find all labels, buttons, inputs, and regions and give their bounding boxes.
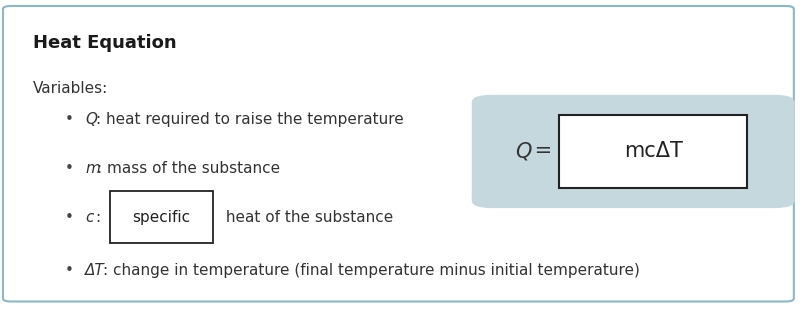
FancyBboxPatch shape	[110, 191, 214, 243]
Text: =: =	[527, 142, 552, 161]
Text: Heat Equation: Heat Equation	[34, 34, 177, 52]
Text: Variables:: Variables:	[34, 81, 109, 96]
Text: specific: specific	[133, 210, 190, 225]
Text: •: •	[65, 210, 74, 225]
FancyBboxPatch shape	[559, 115, 746, 188]
Text: : heat required to raise the temperature: : heat required to raise the temperature	[96, 112, 404, 127]
FancyBboxPatch shape	[3, 6, 794, 302]
Text: heat of the substance: heat of the substance	[222, 210, 394, 225]
Text: :: :	[95, 210, 101, 225]
Text: mcΔT: mcΔT	[624, 142, 682, 161]
Text: : change in temperature (final temperature minus initial temperature): : change in temperature (final temperatu…	[102, 263, 639, 278]
Text: •: •	[65, 161, 74, 176]
Text: Q: Q	[515, 142, 532, 161]
Text: •: •	[65, 112, 74, 127]
Text: c: c	[85, 210, 94, 225]
Text: Q: Q	[85, 112, 97, 127]
Text: •: •	[65, 263, 74, 278]
FancyBboxPatch shape	[472, 95, 794, 208]
Text: : mass of the substance: : mass of the substance	[97, 161, 280, 176]
Text: m: m	[85, 161, 100, 176]
Text: ΔT: ΔT	[85, 263, 105, 278]
